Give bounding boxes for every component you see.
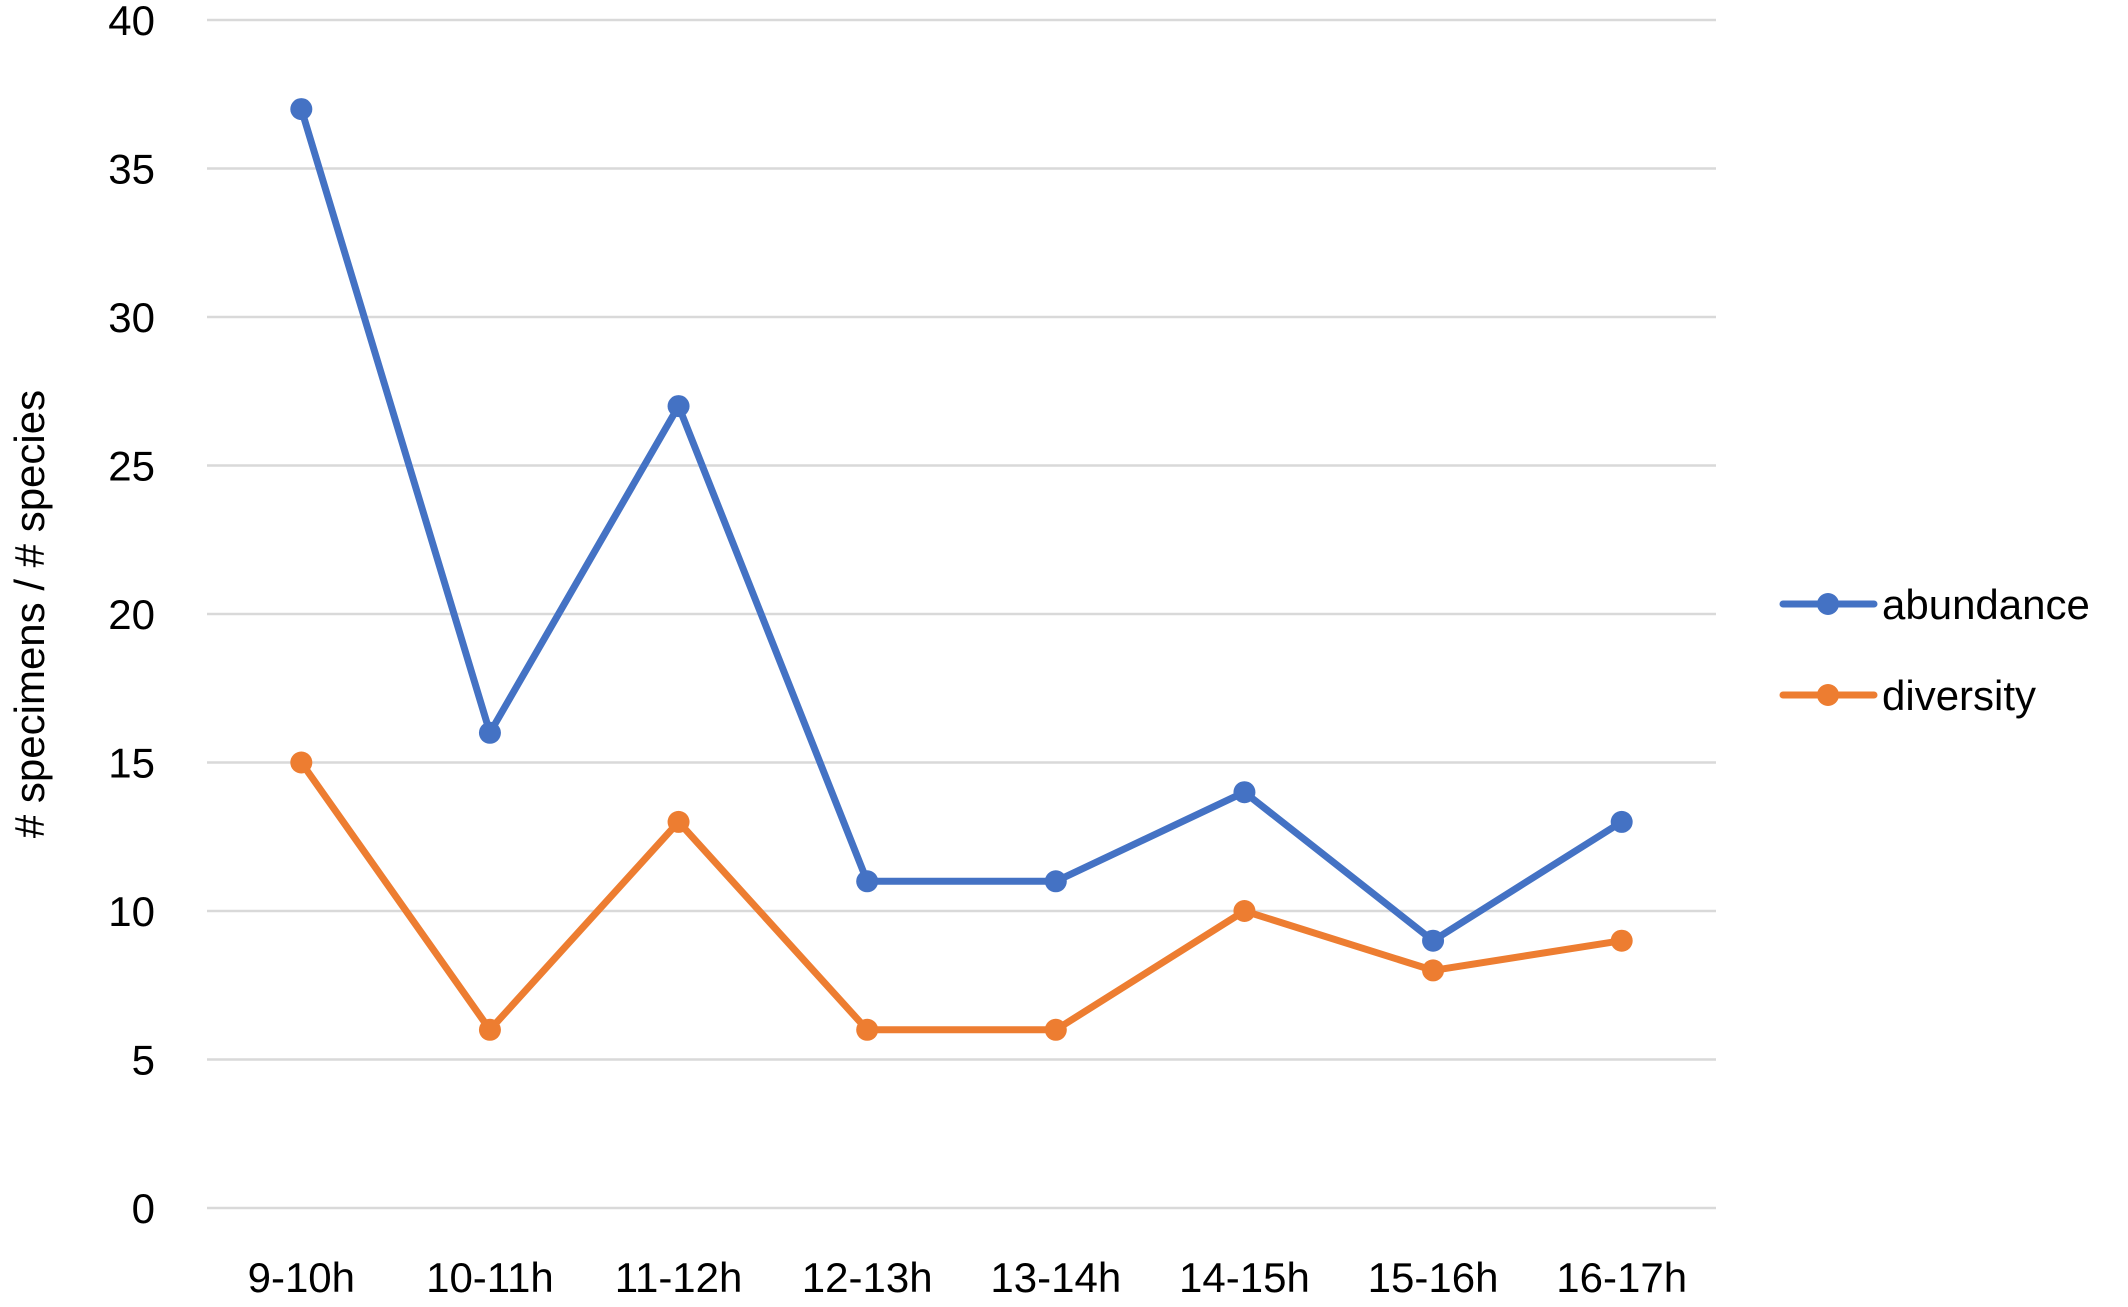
x-tick-label: 13-14h [990,1254,1121,1301]
data-point [1233,781,1256,804]
legend-marker [1817,593,1839,615]
x-tick-label: 15-16h [1368,1254,1499,1301]
data-point [1233,900,1256,922]
data-point [1610,810,1633,833]
data-point [290,751,313,774]
data-point [1422,929,1445,952]
x-tick-label: 10-11h [426,1254,554,1301]
legend-label: abundance [1882,581,2090,628]
legend-marker [1817,684,1839,706]
y-tick-label: 15 [108,740,155,787]
gridlines [207,18,1716,1210]
y-tick-label: 30 [108,294,155,341]
data-point [478,721,501,744]
data-point [667,810,690,833]
y-axis-label: # specimens / # species [6,390,53,838]
legend: abundance diversity [1779,581,2090,719]
y-tick-label: 10 [108,888,155,935]
legend-item-diversity: diversity [1779,672,2036,719]
y-tick-label: 0 [132,1185,155,1232]
legend-item-abundance: abundance [1779,581,2090,628]
x-tick-label: 14-15h [1179,1254,1310,1301]
data-point [478,1018,501,1041]
data-point [1610,929,1633,952]
x-axis-tick-labels: 9-10h 10-11h 11-12h 12-13h 13-14h 14-15h 15-16… [248,1254,1687,1301]
series-lines [290,98,1633,1041]
data-point [667,395,690,418]
y-tick-label: 35 [108,146,155,193]
y-axis-tick-labels: 0 5 10 15 20 25 30 35 40 [108,0,155,1232]
y-tick-label: 20 [108,591,155,638]
x-tick-label: 12-13h [802,1254,933,1301]
series-abundance [290,98,1633,952]
data-point [1422,959,1445,982]
series-diversity [290,751,1633,1041]
x-tick-label: 11-12h [615,1254,743,1301]
data-point [1044,870,1067,893]
y-tick-label: 25 [108,443,155,490]
x-tick-label: 9-10h [248,1254,355,1301]
data-point [290,98,313,121]
series-line [297,759,1626,1034]
data-point [1044,1018,1067,1041]
y-tick-label: 40 [108,0,155,44]
data-point [856,1018,879,1041]
series-line [297,105,1626,945]
legend-label: diversity [1882,672,2036,719]
y-tick-label: 5 [132,1037,155,1084]
x-tick-label: 16-17h [1556,1254,1687,1301]
data-point [856,870,879,893]
